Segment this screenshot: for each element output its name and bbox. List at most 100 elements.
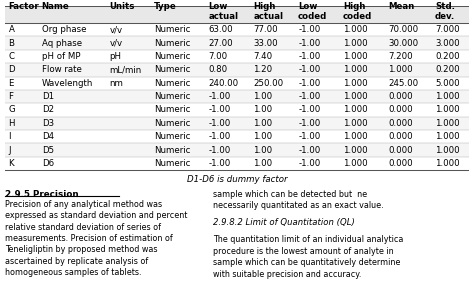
Text: Wavelength: Wavelength — [42, 79, 93, 88]
Bar — [5, 117, 469, 130]
Text: with suitable precision and accuracy.: with suitable precision and accuracy. — [213, 270, 362, 279]
Text: 1.000: 1.000 — [343, 39, 368, 48]
Bar — [5, 143, 469, 157]
Text: 250.00: 250.00 — [253, 79, 283, 88]
Text: -1.00: -1.00 — [298, 52, 320, 61]
Text: 0.000: 0.000 — [388, 145, 412, 155]
Text: C: C — [9, 52, 14, 61]
Text: 1.000: 1.000 — [343, 159, 368, 168]
Text: D1: D1 — [42, 92, 54, 101]
Bar — [5, 157, 469, 170]
Text: Numeric: Numeric — [155, 132, 191, 141]
Text: D2: D2 — [42, 105, 54, 115]
Text: -1.00: -1.00 — [208, 105, 230, 115]
Text: -1.00: -1.00 — [208, 119, 230, 128]
Text: 1.00: 1.00 — [253, 159, 272, 168]
Text: 1.00: 1.00 — [253, 119, 272, 128]
Text: -1.00: -1.00 — [298, 132, 320, 141]
Text: -1.00: -1.00 — [298, 119, 320, 128]
Text: Type: Type — [155, 2, 177, 11]
Text: homogeneous samples of tablets.: homogeneous samples of tablets. — [5, 268, 141, 277]
Text: 1.000: 1.000 — [343, 145, 368, 155]
Text: necessarily quantitated as an exact value.: necessarily quantitated as an exact valu… — [213, 201, 384, 210]
Text: 2.9.5 Precision: 2.9.5 Precision — [5, 190, 78, 199]
Text: Flow rate: Flow rate — [42, 65, 82, 74]
Text: 1.000: 1.000 — [343, 119, 368, 128]
Text: K: K — [9, 159, 14, 168]
Text: Numeric: Numeric — [155, 25, 191, 34]
Text: 0.000: 0.000 — [388, 92, 412, 101]
Text: pH of MP: pH of MP — [42, 52, 80, 61]
Text: 1.00: 1.00 — [253, 145, 272, 155]
Text: D6: D6 — [42, 159, 54, 168]
Text: Name: Name — [42, 2, 69, 11]
Text: D1-D6 is dummy factor: D1-D6 is dummy factor — [187, 175, 287, 184]
Text: Numeric: Numeric — [155, 105, 191, 115]
Text: 1.000: 1.000 — [343, 25, 368, 34]
Text: High: High — [253, 2, 275, 11]
Bar — [5, 130, 469, 143]
Text: dev.: dev. — [435, 12, 455, 21]
Text: v/v: v/v — [109, 39, 122, 48]
Text: 1.000: 1.000 — [435, 145, 460, 155]
Bar — [5, 50, 469, 63]
Text: D3: D3 — [42, 119, 54, 128]
Text: 7.00: 7.00 — [208, 52, 228, 61]
Text: 1.000: 1.000 — [435, 132, 460, 141]
Text: -1.00: -1.00 — [208, 159, 230, 168]
Text: -1.00: -1.00 — [298, 159, 320, 168]
Text: 1.20: 1.20 — [253, 65, 272, 74]
Text: 0.80: 0.80 — [208, 65, 228, 74]
Text: procedure is the lowest amount of analyte in: procedure is the lowest amount of analyt… — [213, 247, 394, 256]
Text: 1.00: 1.00 — [253, 105, 272, 115]
Text: 0.000: 0.000 — [388, 132, 412, 141]
Bar — [5, 6, 469, 23]
Text: 1.000: 1.000 — [388, 65, 412, 74]
Text: -1.00: -1.00 — [298, 105, 320, 115]
Text: Low: Low — [208, 2, 228, 11]
Text: 7.40: 7.40 — [253, 52, 272, 61]
Text: 30.000: 30.000 — [388, 39, 418, 48]
Bar — [5, 103, 469, 117]
Text: 245.00: 245.00 — [388, 79, 418, 88]
Text: Numeric: Numeric — [155, 65, 191, 74]
Text: relative standard deviation of series of: relative standard deviation of series of — [5, 223, 161, 232]
Text: 0.200: 0.200 — [435, 65, 460, 74]
Text: v/v: v/v — [109, 25, 122, 34]
Text: 1.000: 1.000 — [343, 65, 368, 74]
Bar — [5, 23, 469, 37]
Text: -1.00: -1.00 — [298, 39, 320, 48]
Text: 1.000: 1.000 — [343, 105, 368, 115]
Text: 7.200: 7.200 — [388, 52, 412, 61]
Text: ascertained by replicate analysis of: ascertained by replicate analysis of — [5, 257, 148, 266]
Text: 0.200: 0.200 — [435, 52, 460, 61]
Text: -1.00: -1.00 — [298, 145, 320, 155]
Text: Precision of any analytical method was: Precision of any analytical method was — [5, 200, 162, 209]
Text: Mean: Mean — [388, 2, 414, 11]
Text: Aq phase: Aq phase — [42, 39, 82, 48]
Text: The quantitation limit of an individual analytica: The quantitation limit of an individual … — [213, 236, 404, 245]
Text: 1.000: 1.000 — [435, 159, 460, 168]
Text: E: E — [9, 79, 14, 88]
Text: Numeric: Numeric — [155, 159, 191, 168]
Bar — [5, 77, 469, 90]
Text: measurements. Precision of estimation of: measurements. Precision of estimation of — [5, 234, 173, 243]
Text: actual: actual — [253, 12, 283, 21]
Text: H: H — [9, 119, 15, 128]
Text: 7.000: 7.000 — [435, 25, 460, 34]
Text: -1.00: -1.00 — [208, 92, 230, 101]
Text: 3.000: 3.000 — [435, 39, 460, 48]
Text: D: D — [9, 65, 15, 74]
Text: 63.00: 63.00 — [208, 25, 233, 34]
Text: Numeric: Numeric — [155, 52, 191, 61]
Text: -1.00: -1.00 — [298, 79, 320, 88]
Text: 1.000: 1.000 — [343, 132, 368, 141]
Text: 77.00: 77.00 — [253, 25, 278, 34]
Bar — [5, 63, 469, 77]
Bar — [5, 37, 469, 50]
Text: 0.000: 0.000 — [388, 105, 412, 115]
Text: nm: nm — [109, 79, 123, 88]
Text: 1.000: 1.000 — [343, 79, 368, 88]
Text: 2.9.8.2 Limit of Quantitation (QL): 2.9.8.2 Limit of Quantitation (QL) — [213, 218, 355, 227]
Text: High: High — [343, 2, 365, 11]
